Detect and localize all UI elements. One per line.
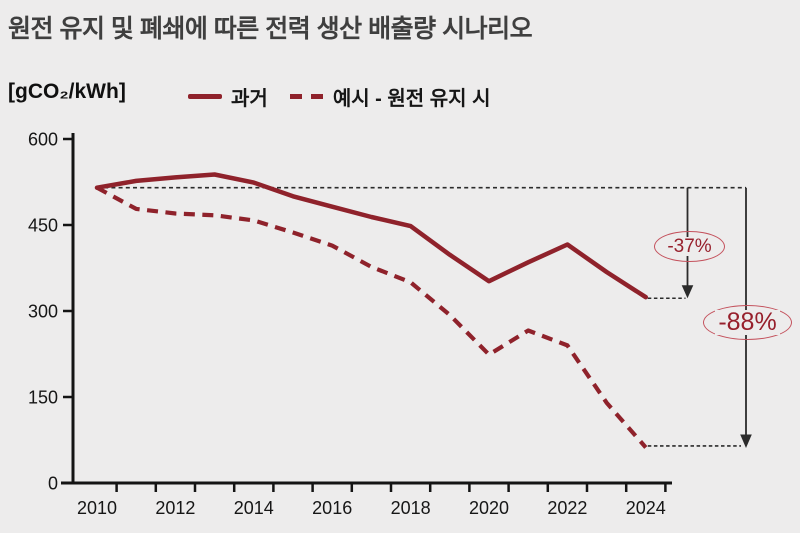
annotation-minus-88pct: -88% (703, 305, 792, 340)
svg-text:2024: 2024 (626, 498, 666, 518)
svg-text:450: 450 (28, 216, 58, 236)
svg-text:2018: 2018 (391, 498, 431, 518)
svg-text:600: 600 (28, 130, 58, 150)
legend: 과거 예시 - 원전 유지 시 (188, 82, 491, 111)
solid-line-swatch (188, 94, 222, 99)
legend-label-history: 과거 (231, 88, 268, 110)
y-axis-unit-label: [gCO₂/kWh] (8, 80, 126, 103)
legend-item-scenario: 예시 - 원전 유지 시 (289, 82, 491, 111)
svg-text:0: 0 (48, 474, 58, 494)
svg-text:2022: 2022 (547, 498, 587, 518)
svg-text:2020: 2020 (469, 498, 509, 518)
page-title: 원전 유지 및 폐쇄에 따른 전력 생산 배출량 시나리오 (8, 15, 533, 43)
svg-text:2016: 2016 (312, 498, 352, 518)
annotation-minus-37pct-label: -37% (664, 237, 715, 256)
svg-text:2014: 2014 (234, 498, 274, 518)
annotation-minus-37pct: -37% (654, 231, 725, 262)
svg-text:2012: 2012 (155, 498, 195, 518)
svg-text:150: 150 (28, 388, 58, 408)
legend-item-history: 과거 (188, 82, 268, 111)
svg-text:2010: 2010 (77, 498, 117, 518)
legend-label-scenario: 예시 - 원전 유지 시 (332, 88, 491, 110)
dashed-line-swatch (289, 94, 324, 99)
annotation-minus-88pct-label: -88% (715, 310, 780, 335)
svg-text:300: 300 (28, 302, 58, 322)
